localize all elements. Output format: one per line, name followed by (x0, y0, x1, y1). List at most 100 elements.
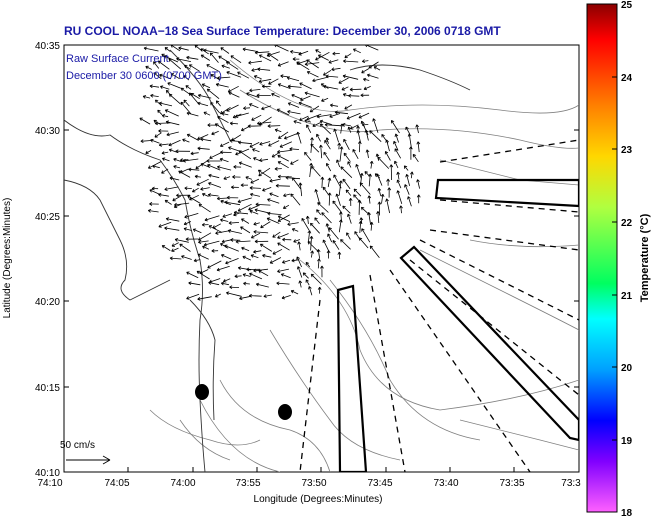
y-tick-label: 40:35 (35, 41, 60, 52)
current-vector (405, 126, 411, 135)
current-vector (240, 226, 251, 234)
current-vector (338, 77, 349, 84)
current-vector (409, 171, 414, 179)
current-vector (304, 151, 312, 161)
current-vector (145, 65, 152, 70)
current-vector (207, 193, 219, 197)
current-vector (208, 173, 220, 179)
current-vector (416, 179, 420, 189)
current-vector (343, 138, 350, 150)
current-vector (151, 186, 159, 191)
current-vector (254, 208, 271, 214)
current-vector (312, 76, 329, 83)
current-vector (360, 93, 370, 98)
current-vector (226, 71, 242, 78)
current-vector (298, 182, 303, 197)
current-vector (277, 174, 292, 179)
current-vector (358, 112, 370, 119)
current-vector (298, 101, 312, 108)
current-vector (220, 281, 229, 286)
current-vector (150, 138, 160, 144)
current-vector (153, 61, 160, 69)
current-vector (277, 215, 291, 222)
current-vector (316, 249, 321, 259)
current-vector (361, 59, 369, 63)
current-vector (416, 194, 421, 204)
current-vector (243, 106, 251, 111)
current-vector (217, 116, 229, 124)
current-vector (344, 53, 352, 59)
current-vector (214, 123, 230, 133)
current-vector (186, 271, 199, 279)
current-vector (248, 60, 262, 65)
current-vector (161, 245, 171, 251)
current-vector (332, 240, 340, 250)
current-vector (228, 91, 240, 98)
current-vector (208, 182, 222, 188)
colorbar-label: Temperature (°C) (639, 213, 651, 302)
current-vector (367, 195, 372, 204)
current-vector (166, 131, 179, 137)
current-vector (320, 265, 324, 278)
current-vector (208, 225, 223, 233)
current-vector (206, 64, 220, 73)
current-vector (259, 243, 273, 252)
current-vector (197, 101, 209, 107)
current-vector (186, 55, 199, 60)
current-vector (196, 270, 210, 280)
current-vector (343, 59, 359, 64)
current-vector (216, 265, 230, 272)
current-vector (251, 114, 262, 121)
current-vector (228, 221, 240, 225)
current-vector (174, 238, 189, 243)
current-vector (353, 188, 362, 197)
current-vector (246, 267, 261, 272)
current-vector (149, 84, 160, 89)
current-vector (334, 110, 349, 115)
scale-arrow (66, 455, 111, 465)
current-vector (197, 146, 210, 151)
current-vector (178, 46, 189, 51)
current-vector (257, 67, 271, 72)
current-vector (404, 184, 410, 195)
current-vector (340, 239, 351, 250)
current-vector (203, 111, 211, 116)
current-vector (185, 237, 199, 242)
current-vector (220, 218, 229, 222)
current-vector (396, 190, 403, 205)
current-vector (241, 218, 250, 224)
current-vector (275, 183, 290, 188)
current-vector (349, 87, 362, 92)
current-vector (280, 273, 291, 279)
current-vector (396, 171, 401, 180)
current-vector (301, 217, 310, 231)
current-vector (158, 192, 169, 197)
zone-outlines (336, 178, 579, 472)
current-vector (319, 144, 323, 159)
current-vector (221, 239, 232, 244)
current-vector (315, 49, 321, 54)
current-vector (328, 59, 339, 64)
current-vector (173, 157, 182, 163)
colorbar-tick: 19 (621, 436, 633, 447)
current-vector (344, 104, 353, 110)
coastline (64, 49, 471, 472)
current-vector (197, 93, 212, 99)
current-vector (384, 151, 391, 161)
buoy-marker (195, 384, 209, 400)
current-vector (253, 230, 269, 234)
current-vector (243, 281, 250, 286)
current-vector (365, 149, 370, 159)
current-vector (167, 82, 181, 89)
x-tick-label: 74:05 (104, 478, 129, 489)
current-vector (219, 141, 230, 147)
current-vector (332, 51, 340, 56)
current-vector (242, 255, 252, 261)
current-vector (363, 86, 371, 91)
current-vector (360, 120, 369, 136)
map-title: RU COOL NOAA−18 Sea Surface Temperature:… (64, 24, 501, 38)
y-axis-ticks (64, 44, 579, 473)
y-tick-label: 40:25 (35, 212, 60, 223)
current-vector (197, 134, 209, 140)
current-vector (247, 124, 262, 129)
